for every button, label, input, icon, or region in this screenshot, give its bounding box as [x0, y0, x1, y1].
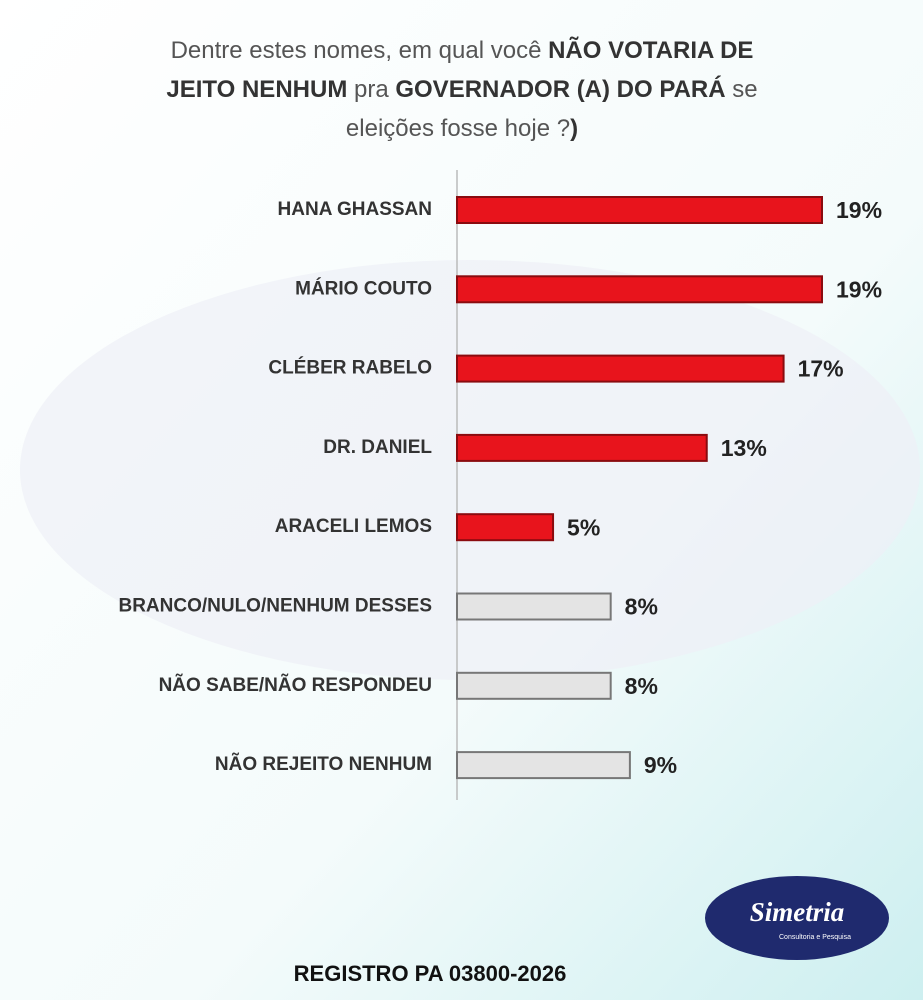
logo-name: Simetria: [750, 897, 845, 927]
bar: [456, 433, 708, 462]
title-segment: pra: [347, 76, 395, 103]
category-label: ARACELI LEMOS: [275, 516, 432, 537]
bar: [456, 275, 823, 304]
category-label: NÃO REJEITO NENHUM: [215, 753, 432, 775]
title-segment: Dentre estes nomes, em qual você: [171, 37, 549, 64]
title-line: Dentre estes nomes, em qual você NÃO VOT…: [171, 36, 754, 64]
category-label: DR. DANIEL: [323, 437, 432, 458]
value-label: 17%: [798, 356, 844, 382]
category-label: MÁRIO COUTO: [295, 277, 432, 299]
bar: [456, 513, 555, 542]
title-line: JEITO NENHUM pra GOVERNADOR (A) DO PARÁ …: [166, 75, 757, 103]
value-label: 5%: [567, 514, 600, 540]
value-label: 8%: [625, 594, 658, 620]
footer: REGISTRO PA 03800-2026: [294, 961, 567, 986]
category-label: NÃO SABE/NÃO RESPONDEU: [159, 674, 432, 696]
bar: [456, 196, 823, 224]
value-label: 9%: [644, 752, 677, 778]
title-segment: ): [570, 115, 578, 142]
bar: [456, 751, 631, 780]
bar: [456, 671, 612, 700]
bar: [456, 592, 612, 621]
title-line: eleições fosse hoje ?): [346, 115, 578, 142]
value-label: 13%: [721, 435, 767, 461]
title-segment: NÃO VOTARIA DE: [548, 36, 753, 64]
logo: Simetria Consultoria e Pesquisa: [705, 876, 889, 960]
category-label: BRANCO/NULO/NENHUM DESSES: [118, 596, 432, 617]
value-label: 8%: [625, 673, 658, 699]
title-segment: se: [726, 76, 758, 103]
bar: [456, 354, 785, 383]
category-label: CLÉBER RABELO: [268, 357, 432, 379]
title-segment: eleições fosse hoje ?: [346, 115, 570, 142]
value-label: 19%: [836, 276, 882, 302]
title: Dentre estes nomes, em qual você NÃO VOT…: [166, 36, 757, 142]
logo-badge: [705, 876, 889, 960]
category-label: HANA GHASSAN: [278, 199, 432, 220]
logo-tagline: Consultoria e Pesquisa: [779, 934, 851, 941]
value-label: 19%: [836, 197, 882, 223]
title-segment: GOVERNADOR (A) DO PARÁ: [395, 75, 725, 103]
title-segment: JEITO NENHUM: [166, 76, 347, 103]
